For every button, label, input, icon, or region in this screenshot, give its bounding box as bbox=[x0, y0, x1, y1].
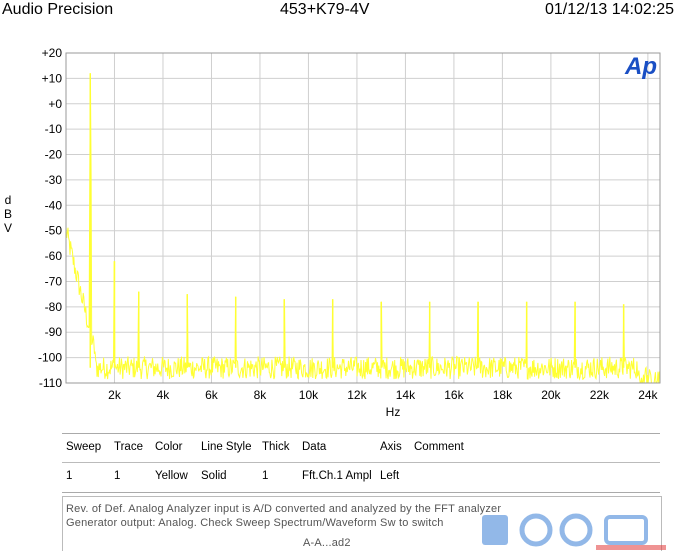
y-tick-label: -50 bbox=[45, 224, 63, 238]
chart-grid bbox=[66, 52, 660, 384]
y-tick-label: -20 bbox=[45, 148, 63, 162]
legend-cell-sweep: 1 bbox=[66, 470, 73, 482]
x-tick-label: 2k bbox=[108, 388, 122, 402]
x-tick-labels: 2k 4k 6k 8k 10k 12k 14k 16k 18k 20k 22k 24k bbox=[108, 388, 658, 402]
y-tick-label: +10 bbox=[42, 71, 63, 85]
legend-cell-linestyle: Solid bbox=[201, 470, 227, 482]
legend-row: 1 1 Yellow Solid 1 Fft.Ch.1 Ampl Left bbox=[62, 463, 660, 491]
spectrum-chart: +20 +10 +0 -10 -20 -30 -40 -50 -60 -70 -80 -90 -100 -… bbox=[4, 46, 661, 419]
legend-cell-color: Yellow bbox=[155, 470, 188, 482]
legend-header-row: Sweep Trace Color Line Style Thick Data … bbox=[62, 434, 660, 463]
y-tick-labels: +20 +10 +0 -10 -20 -30 -40 -50 -60 -70 -80 -90 -100 -… bbox=[38, 46, 62, 390]
legend-header-data: Data bbox=[302, 441, 327, 453]
legend-header-trace: Trace bbox=[114, 441, 143, 453]
y-tick-label: +0 bbox=[48, 97, 62, 111]
x-tick-label: 14k bbox=[396, 388, 416, 402]
timestamp: 01/12/13 14:02:25 bbox=[544, 1, 674, 18]
y-axis-label-char: V bbox=[4, 221, 12, 235]
x-tick-label: 18k bbox=[493, 388, 513, 402]
x-tick-label: 8k bbox=[254, 388, 268, 402]
legend-header-color: Color bbox=[155, 441, 183, 453]
legend-table: Sweep Trace Color Line Style Thick Data … bbox=[62, 433, 660, 493]
legend-header-thick: Thick bbox=[262, 441, 290, 453]
x-tick-label: 24k bbox=[638, 388, 658, 402]
x-tick-label: 22k bbox=[590, 388, 610, 402]
notes-box: Rev. of Def. Analog Analyzer input is A/… bbox=[62, 496, 662, 551]
x-tick-label: 6k bbox=[205, 388, 219, 402]
y-tick-label: +20 bbox=[42, 46, 63, 60]
app-title: Audio Precision bbox=[2, 1, 114, 18]
y-tick-label: -110 bbox=[39, 376, 62, 390]
legend-header-axis: Axis bbox=[380, 441, 402, 453]
y-tick-label: -30 bbox=[45, 173, 63, 187]
y-tick-label: -100 bbox=[38, 351, 62, 365]
y-axis-label: dBV bbox=[4, 193, 12, 235]
y-axis-label-char: d bbox=[5, 193, 12, 207]
legend-cell-data: Fft.Ch.1 Ampl bbox=[302, 470, 372, 482]
legend-cell-axis: Left bbox=[380, 470, 400, 482]
y-tick-label: -80 bbox=[45, 300, 63, 314]
legend-cell-thick: 1 bbox=[262, 470, 269, 482]
y-tick-label: -70 bbox=[45, 274, 63, 288]
legend-header-comment: Comment bbox=[414, 441, 464, 453]
y-tick-label: -60 bbox=[45, 249, 63, 263]
legend-cell-trace: 1 bbox=[114, 470, 121, 482]
ap-logo: Ap bbox=[624, 53, 657, 80]
y-tick-label: -10 bbox=[45, 122, 63, 136]
peak-marks bbox=[89, 73, 625, 368]
legend-header-linestyle: Line Style bbox=[201, 441, 252, 453]
x-tick-label: 10k bbox=[299, 388, 319, 402]
plot-frame bbox=[65, 52, 661, 384]
watermark-logo bbox=[482, 513, 666, 550]
legend-header-sweep: Sweep bbox=[66, 441, 102, 453]
y-axis-label-char: B bbox=[4, 207, 12, 221]
y-tick-label: -90 bbox=[45, 325, 63, 339]
x-tick-label: 16k bbox=[444, 388, 464, 402]
note-line-1: Rev. of Def. Analog Analyzer input is A/… bbox=[66, 503, 502, 515]
x-tick-label: 12k bbox=[347, 388, 367, 402]
note-line-3: A-A...ad2 bbox=[303, 537, 351, 549]
x-tick-label: 20k bbox=[541, 388, 561, 402]
y-tick-label: -40 bbox=[45, 198, 63, 212]
x-axis-label: Hz bbox=[386, 405, 401, 419]
x-tick-label: 4k bbox=[157, 388, 171, 402]
series-line bbox=[65, 73, 661, 384]
test-name: 453+K79-4V bbox=[280, 1, 370, 18]
note-line-2: Generator output: Analog. Check Sweep Sp… bbox=[66, 517, 444, 529]
